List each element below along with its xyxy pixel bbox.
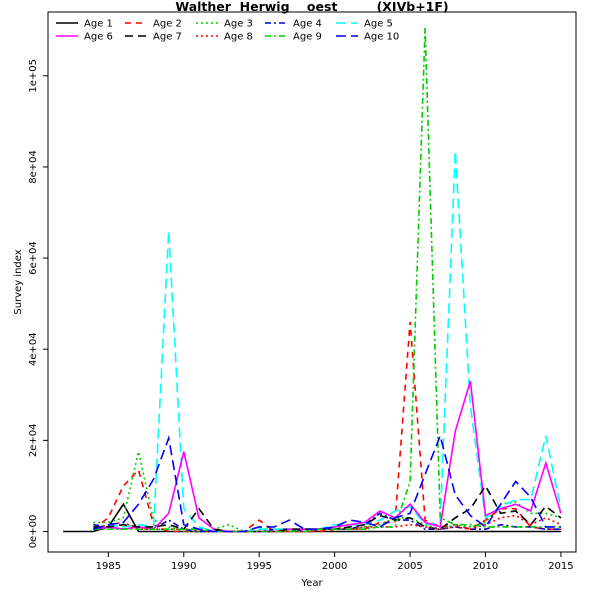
legend-label-age-4: Age 4 [293,19,322,30]
y-tick-label: 1e+05 [28,59,39,93]
legend-label-age-10: Age 10 [364,32,399,43]
series-line-age-2 [92,321,561,533]
x-tick-label: 1990 [171,561,196,572]
legend-label-age-1: Age 1 [84,19,113,30]
legend-label-age-7: Age 7 [153,32,182,43]
legend-label-age-3: Age 3 [224,19,253,30]
series-line-age-6 [93,380,562,533]
series-line-age-7 [93,484,562,533]
x-tick-label: 2005 [397,561,422,572]
series-line-age-9 [93,27,561,533]
y-axis-label: Survey index [13,249,24,314]
x-tick-label: 2000 [322,561,347,572]
axes: 1985 1990 1995 2000 2005 2010 2015 0e+00 2e+04 4e… [28,59,574,572]
x-tick-label: 2010 [473,561,498,572]
series-line-age-5 [93,150,562,533]
x-axis-label: Year [300,578,323,589]
y-tick-label: 8e+04 [28,150,39,184]
legend-label-age-6: Age 6 [84,32,113,43]
legend-label-age-8: Age 8 [224,32,253,43]
x-tick-label: 1985 [96,561,121,572]
x-tick-label: 1995 [246,561,271,572]
legend-label-age-9: Age 9 [293,32,322,43]
chart-title: Walther Herwig oest (XIVb+1F) [175,0,448,14]
x-tick-label: 2015 [548,561,573,572]
y-tick-label: 0e+00 [28,515,39,549]
plot-frame [47,11,577,553]
legend-label-age-2: Age 2 [153,19,182,30]
y-tick-label: 6e+04 [28,241,39,275]
series-line-age-10 [93,433,561,533]
legend-label-age-5: Age 5 [364,19,393,30]
y-tick-label: 2e+04 [28,424,39,458]
y-tick-label: 4e+04 [28,332,39,366]
legend: Age 1 Age 2 Age 3 Age 4 Age 5 Age 6 Age 7 Age 8… [56,19,399,43]
series-layer [63,27,562,533]
